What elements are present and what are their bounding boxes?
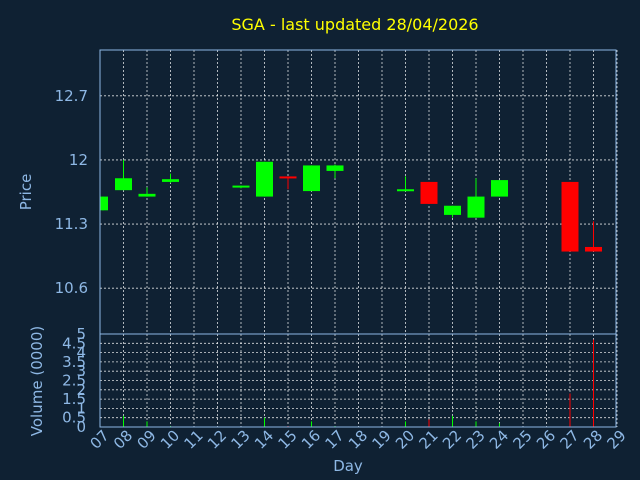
day-tick-label: 19	[369, 427, 395, 453]
day-tick-label: 21	[416, 427, 442, 453]
volume-tick-label: 1.5	[62, 390, 86, 408]
volume-tick-label: 0.5	[62, 409, 86, 427]
candle-body-10	[162, 179, 179, 182]
candle-body-24	[491, 180, 508, 197]
day-tick-label: 18	[345, 427, 371, 453]
candle-body-17	[326, 165, 344, 171]
day-tick-label: 16	[298, 427, 324, 453]
candle-body-13	[232, 185, 250, 188]
volume-tick-label: 4	[76, 344, 86, 362]
day-tick-label: 26	[533, 427, 559, 453]
volume-plot-frame	[99, 333, 617, 428]
price-tick-label: 10.6	[55, 279, 88, 297]
candle-body-16	[303, 165, 320, 192]
day-tick-label: 23	[463, 427, 489, 453]
volume-axis-label: Volume (0000)	[28, 326, 46, 436]
volume-tick-label: 0	[76, 418, 86, 436]
candle-body-23	[467, 196, 485, 218]
volume-tick-label: 4.5	[62, 334, 86, 352]
day-tick-label: 17	[322, 427, 348, 453]
day-tick-label: 20	[392, 427, 418, 453]
price-panel: 10.6 11.3 12 12.7	[55, 49, 618, 335]
volume-bars	[99, 339, 594, 427]
candle-body-22	[444, 205, 461, 215]
candle-body-07	[100, 196, 108, 211]
volume-tick-label: 2	[76, 381, 86, 399]
price-grid	[100, 50, 618, 334]
day-tick-label: 15	[275, 427, 301, 453]
day-tick-label: 25	[510, 427, 536, 453]
day-tick-label: 09	[134, 427, 160, 453]
candle-body-27	[561, 181, 579, 252]
day-tick-label: 29	[604, 427, 630, 453]
candle-body-14	[256, 161, 273, 197]
candle-body-20	[397, 189, 414, 192]
day-tick-label: 22	[439, 427, 465, 453]
candle-body-09	[138, 193, 156, 197]
candle-body-08	[115, 178, 132, 191]
candle-body-28	[585, 246, 602, 252]
candle-body-15	[279, 176, 297, 179]
price-plot-frame	[99, 49, 617, 335]
volume-grid	[100, 334, 618, 427]
volume-tick-label: 2.5	[62, 372, 86, 390]
volume-tick-label: 3.5	[62, 353, 86, 371]
day-tick-label: 10	[157, 427, 183, 453]
day-tick-label: 07	[87, 427, 113, 453]
day-tick-label: 13	[228, 427, 254, 453]
volume-y-ticks: 00.511.522.533.544.55	[62, 325, 86, 436]
price-candles	[100, 159, 602, 252]
price-y-ticks: 10.6 11.3 12 12.7	[55, 87, 88, 297]
candle-body-21	[420, 181, 438, 204]
volume-panel: 00.511.522.533.544.55	[62, 325, 618, 436]
price-tick-label: 12	[69, 151, 88, 169]
price-tick-label: 11.3	[55, 215, 88, 233]
day-tick-label: 14	[251, 427, 277, 453]
day-tick-label: 24	[486, 427, 512, 453]
volume-tick-label: 3	[76, 362, 86, 380]
price-axis-label: Price	[17, 174, 35, 211]
day-x-ticks: 0708091011121314151617181920212223242526…	[87, 427, 630, 453]
day-tick-label: 28	[580, 427, 606, 453]
day-tick-label: 08	[110, 427, 136, 453]
day-axis-label: Day	[333, 457, 363, 475]
day-tick-label: 12	[204, 427, 230, 453]
day-tick-label: 11	[181, 427, 207, 453]
day-tick-label: 27	[557, 427, 583, 453]
volume-tick-label: 5	[76, 325, 86, 343]
chart-title: SGA - last updated 28/04/2026	[231, 15, 478, 34]
volume-tick-label: 1	[76, 399, 86, 417]
price-tick-label: 12.7	[55, 87, 88, 105]
